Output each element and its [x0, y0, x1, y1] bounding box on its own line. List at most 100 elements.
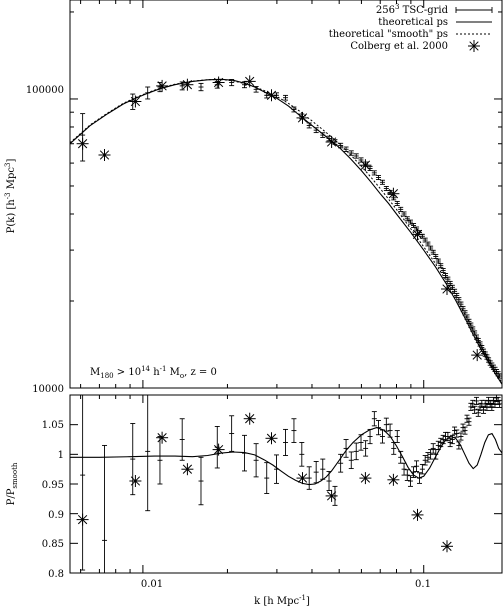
- top-tsc-grid-point: [371, 170, 377, 176]
- bottom-tsc-grid-point: [425, 452, 431, 463]
- bottom-tsc-grid-point: [458, 432, 464, 441]
- bottom-colberg-star-stroke: [412, 510, 423, 520]
- top-tsc-grid-point: [375, 174, 381, 181]
- bottom-tsc-grid-point: [264, 462, 270, 494]
- bottom-colberg-star: [156, 431, 169, 444]
- bottom-colberg-star-stroke: [182, 464, 193, 474]
- bottom-colberg-star-stroke: [297, 473, 308, 483]
- top-tsc-grid-point: [454, 292, 460, 299]
- top-y-axis-label: P(k) [h-3 Mpc3]: [4, 159, 17, 234]
- top-tsc-grid-point: [313, 127, 319, 134]
- bottom-tsc-grid-point: [470, 399, 476, 408]
- top-colberg-star: [212, 76, 225, 89]
- bottom-tsc-grid-point: [358, 434, 364, 451]
- bottom-ytick-label-1: 1: [58, 450, 64, 461]
- top-tsc-grid-point: [306, 122, 312, 129]
- top-colberg-star-stroke: [130, 96, 141, 107]
- bottom-colberg-star: [265, 432, 278, 445]
- bottom-tsc-grid-point: [229, 415, 235, 452]
- bottom-ytick-label-0.9: 0.9: [48, 510, 64, 521]
- bottom-tsc-grid-point: [419, 463, 425, 475]
- top-tsc-grid-point: [425, 241, 431, 247]
- top-colberg-star: [129, 95, 142, 108]
- bottom-tsc-grid-point: [452, 426, 458, 435]
- top-colberg-star-stroke: [326, 137, 337, 147]
- bottom-tsc-grid-point: [348, 451, 354, 470]
- bottom-tsc-grid-point: [313, 461, 319, 484]
- top-colberg-star-stroke: [266, 90, 277, 100]
- bottom-tsc-grid-point: [383, 417, 389, 432]
- bottom-colberg-star-stroke: [388, 475, 399, 485]
- top-tsc-grid-point: [343, 146, 349, 152]
- top-tsc-grid-point: [411, 223, 417, 228]
- top-tsc-grid-point: [367, 165, 373, 171]
- bottom-colberg-star-stroke: [157, 433, 167, 443]
- bottom-xtick-label-0.1: 0.1: [415, 579, 431, 590]
- bottom-ytick-label-0.85: 0.85: [42, 539, 64, 550]
- bottom-panel-frame: [69, 394, 503, 574]
- bottom-tsc-grid-point: [445, 431, 451, 442]
- top-colberg-star: [441, 283, 453, 295]
- legend: 2563 TSC-grid theoretical ps theoretical…: [329, 3, 493, 52]
- bottom-tsc-grid-point: [283, 428, 289, 456]
- top-tsc-grid-point: [433, 254, 439, 259]
- bottom-ytick-label-0.8: 0.8: [48, 569, 64, 580]
- top-tsc-grid-point: [422, 237, 428, 243]
- bottom-tsc-grid-point: [379, 429, 385, 444]
- bottom-tsc-grid-point: [490, 396, 496, 405]
- top-tsc-grid-point: [179, 81, 185, 91]
- top-tsc-grid-point: [379, 179, 385, 185]
- bottom-tsc-grid-point: [387, 423, 393, 438]
- bottom-tsc-grid-point: [326, 471, 332, 491]
- bottom-colberg-star: [441, 540, 453, 553]
- bottom-colberg-star: [243, 412, 256, 425]
- top-tsc-grid-point: [428, 245, 434, 251]
- bottom-colberg-star: [181, 463, 194, 476]
- top-tsc-grid-point: [353, 153, 359, 159]
- bottom-tsc-grid-point: [130, 423, 136, 496]
- bottom-tsc-grid-point: [367, 428, 373, 445]
- bottom-axis-ticks: [70, 395, 502, 574]
- bottom-tsc-grid-point: [411, 466, 417, 478]
- bottom-tsc-grid-point: [433, 449, 439, 460]
- bottom-colberg-star-stroke: [266, 433, 277, 443]
- top-tsc-grid-point: [435, 258, 441, 264]
- top-tsc-grid-point: [283, 94, 289, 101]
- top-tsc-grid-point: [229, 79, 235, 87]
- top-tsc-grid-point: [253, 86, 259, 93]
- top-axis-ticks: [70, 0, 502, 389]
- top-colberg-star-stroke: [388, 189, 399, 199]
- top-colberg-star-stroke: [99, 150, 110, 160]
- top-colberg-star-stroke: [213, 77, 224, 88]
- bottom-xtick-label-0.01: 0.01: [141, 579, 163, 590]
- bottom-tsc-grid-point: [80, 394, 86, 571]
- legend-label-theoretical-ps: theoretical ps: [378, 17, 448, 28]
- bottom-ytick-label-1.05: 1.05: [42, 420, 64, 431]
- bottom-tsc-grid-point: [497, 399, 503, 408]
- top-colberg-star-stroke: [297, 113, 308, 123]
- top-tsc-grid-point: [198, 82, 204, 92]
- bottom-colberg-star: [212, 443, 225, 456]
- bottom-tsc-grid-point: [145, 394, 151, 512]
- top-tsc-grid-point: [80, 113, 86, 162]
- bottom-tsc-grid-point: [375, 420, 381, 436]
- bottom-tsc-grid-point: [198, 456, 204, 506]
- top-colberg-star-stroke: [360, 160, 371, 170]
- top-tsc-grid-point: [456, 297, 462, 303]
- bottom-tsc-grid-point: [363, 440, 369, 457]
- top-tsc-grid-point: [383, 186, 389, 192]
- bottom-tsc-grid-point: [401, 462, 407, 476]
- bottom-colberg-star: [325, 489, 338, 502]
- legend-label-colberg: Colberg et al. 2000: [350, 41, 448, 52]
- bottom-colberg-star: [76, 513, 89, 526]
- bottom-panel: 0.8 0.85 0.9 0.95 1 1.05 0.01 0.1 k [h M…: [6, 394, 503, 607]
- top-tsc-grid-point: [404, 216, 410, 222]
- bottom-tsc-grid-point: [394, 430, 400, 443]
- top-tsc-grid-point: [407, 219, 413, 225]
- bottom-tsc-grid-point: [102, 444, 108, 574]
- bottom-tsc-grid-point: [417, 472, 423, 484]
- top-colberg-star: [265, 89, 278, 102]
- bottom-tsc-grid-point: [430, 443, 436, 454]
- bottom-tsc-grid-point: [320, 458, 326, 480]
